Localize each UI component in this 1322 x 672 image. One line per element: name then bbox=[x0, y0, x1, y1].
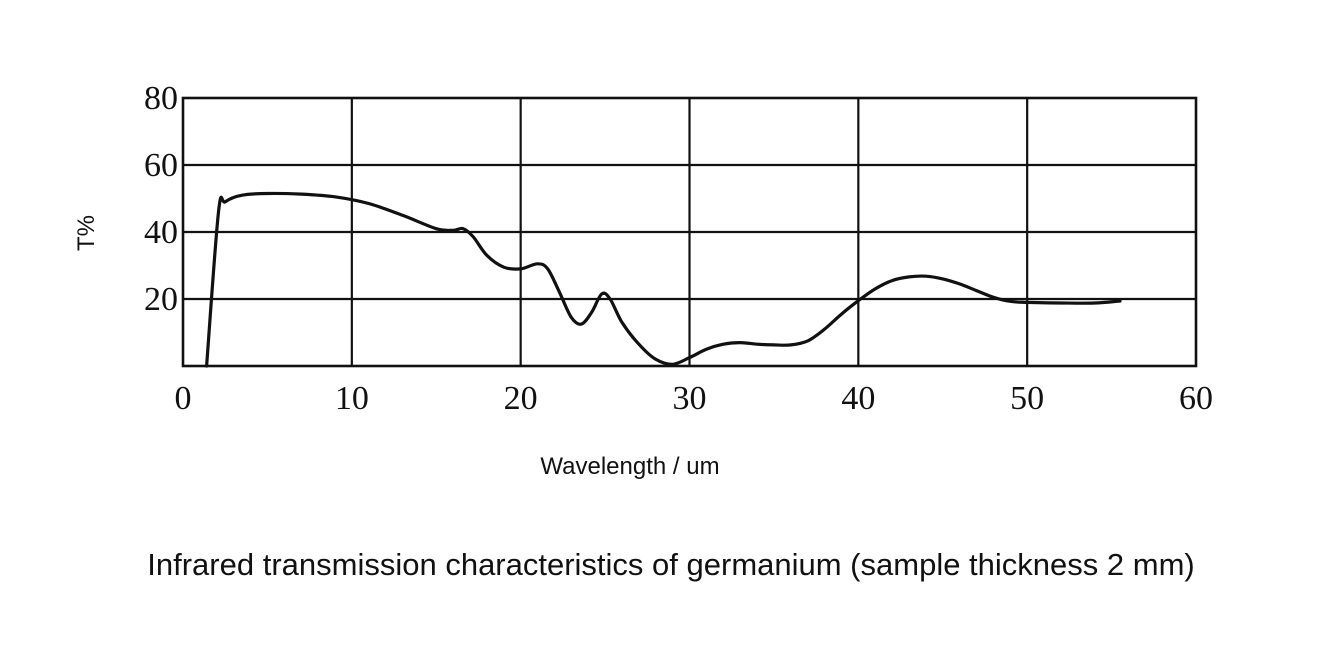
grid bbox=[183, 98, 1196, 366]
x-tick-labels: 0 10 20 30 40 50 60 bbox=[175, 380, 1214, 417]
transmission-curve bbox=[205, 191, 1122, 368]
x-tick-label: 40 bbox=[841, 380, 875, 417]
x-axis-label: Wavelength / um bbox=[540, 453, 719, 480]
x-tick-label: 0 bbox=[175, 380, 192, 417]
figure-caption: Infrared transmission characteristics of… bbox=[147, 547, 1194, 582]
y-tick-label: 80 bbox=[144, 80, 178, 117]
x-tick-label: 50 bbox=[1010, 380, 1044, 417]
y-tick-labels: 20 40 60 80 bbox=[144, 80, 178, 318]
x-tick-label: 10 bbox=[335, 380, 369, 417]
y-tick-label: 20 bbox=[144, 281, 178, 318]
plot-border bbox=[181, 96, 1198, 368]
y-tick-label: 60 bbox=[144, 147, 178, 184]
x-tick-label: 20 bbox=[504, 380, 538, 417]
y-tick-label: 40 bbox=[144, 214, 178, 251]
plot-frame bbox=[181, 96, 1198, 368]
y-axis-label: T% bbox=[73, 215, 100, 251]
x-tick-label: 60 bbox=[1179, 380, 1213, 417]
x-tick-label: 30 bbox=[673, 380, 707, 417]
